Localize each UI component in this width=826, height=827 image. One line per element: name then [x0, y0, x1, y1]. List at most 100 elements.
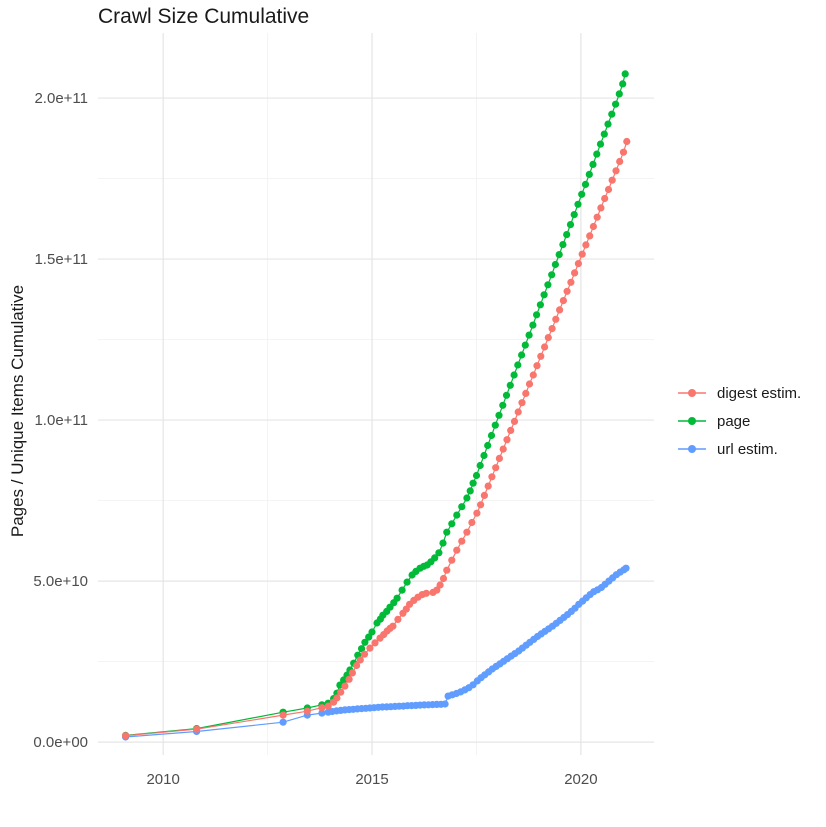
data-point — [514, 408, 522, 416]
data-point — [333, 694, 341, 702]
data-point — [453, 546, 461, 554]
data-point — [394, 615, 402, 624]
data-point — [492, 464, 500, 472]
data-point — [487, 431, 496, 440]
data-point — [518, 399, 526, 407]
data-point — [506, 381, 514, 389]
data-point — [458, 503, 466, 511]
legend-item-label: digest estim. — [717, 384, 802, 402]
data-point — [439, 539, 447, 547]
data-point — [586, 232, 594, 240]
series-line — [125, 141, 628, 737]
data-point — [435, 549, 443, 557]
legend-key-icon — [678, 445, 706, 453]
data-point — [552, 315, 560, 323]
data-point — [318, 704, 326, 712]
data-point — [551, 260, 560, 269]
data-point — [441, 700, 449, 708]
data-point — [303, 707, 311, 715]
data-point — [619, 148, 628, 156]
data-point — [518, 351, 526, 359]
data-point — [623, 137, 631, 146]
legend-key-point — [688, 389, 696, 397]
data-point — [341, 682, 349, 690]
data-point — [448, 556, 456, 564]
data-point — [488, 473, 496, 481]
series-digest-estim — [122, 137, 631, 740]
data-point — [604, 185, 613, 194]
data-point — [473, 509, 481, 517]
data-point — [443, 528, 451, 536]
data-point — [348, 669, 356, 677]
data-point — [358, 645, 366, 653]
data-point — [578, 190, 586, 198]
data-point — [436, 581, 444, 589]
data-point — [318, 709, 326, 717]
gridlines-minor — [98, 33, 654, 755]
data-point — [477, 501, 485, 509]
legend: digest estim. page url estim. — [677, 379, 801, 463]
x-tick-label: 2010 — [146, 771, 179, 788]
data-point — [612, 167, 620, 175]
data-point — [608, 176, 616, 184]
legend-item-page: page — [677, 407, 801, 435]
data-point — [122, 732, 130, 740]
axis-tick-labels: 0.0e+00 5.0e+10 1.0e+11 1.5e+11 2.0e+11 2010 2… — [33, 90, 597, 788]
data-point — [544, 281, 552, 289]
data-point — [559, 297, 568, 305]
legend-item-label: url estim. — [717, 440, 778, 458]
data-point — [559, 241, 567, 249]
data-point — [371, 639, 379, 647]
data-point — [533, 311, 541, 319]
data-point — [366, 644, 374, 652]
data-point — [458, 537, 466, 545]
data-point — [529, 371, 537, 379]
legend-item-digest-estim: digest estim. — [677, 379, 801, 407]
data-point — [582, 241, 590, 249]
data-point — [356, 656, 364, 664]
series-line — [125, 567, 627, 738]
data-point — [615, 90, 623, 98]
data-point — [463, 528, 471, 536]
data-point — [476, 461, 484, 470]
data-point — [529, 321, 537, 329]
data-point — [537, 352, 545, 360]
data-point — [566, 221, 575, 229]
y-tick-label: 0.0e+00 — [33, 734, 88, 751]
data-point — [533, 362, 541, 370]
data-point — [279, 718, 287, 726]
data-point — [393, 594, 401, 602]
data-point — [556, 306, 564, 314]
legend-item-url-estim: url estim. — [677, 435, 801, 463]
data-point — [453, 511, 461, 519]
y-axis-title: Pages / Unique Items Cumulative — [8, 284, 27, 538]
data-point — [365, 633, 373, 641]
data-point — [597, 204, 605, 212]
data-point — [510, 417, 519, 425]
data-point — [593, 213, 601, 221]
data-point — [616, 157, 624, 166]
legend-item-label: page — [717, 412, 751, 430]
data-point — [193, 725, 201, 733]
y-tick-label: 1.0e+11 — [34, 412, 88, 429]
data-point — [510, 371, 518, 379]
y-tick-label: 2.0e+11 — [34, 90, 88, 107]
data-point — [360, 650, 369, 658]
data-point — [612, 100, 620, 108]
data-point — [521, 341, 529, 349]
data-point — [589, 222, 598, 231]
data-point — [593, 150, 601, 158]
data-point — [574, 200, 582, 208]
series-page — [122, 70, 629, 740]
data-point — [491, 421, 499, 429]
data-point — [514, 361, 522, 369]
y-tick-label: 1.5e+11 — [34, 251, 88, 268]
data-point — [548, 271, 556, 279]
data-point — [548, 325, 556, 333]
data-point — [567, 278, 575, 286]
data-point — [585, 170, 593, 178]
data-point — [433, 586, 441, 594]
data-point — [472, 471, 481, 480]
